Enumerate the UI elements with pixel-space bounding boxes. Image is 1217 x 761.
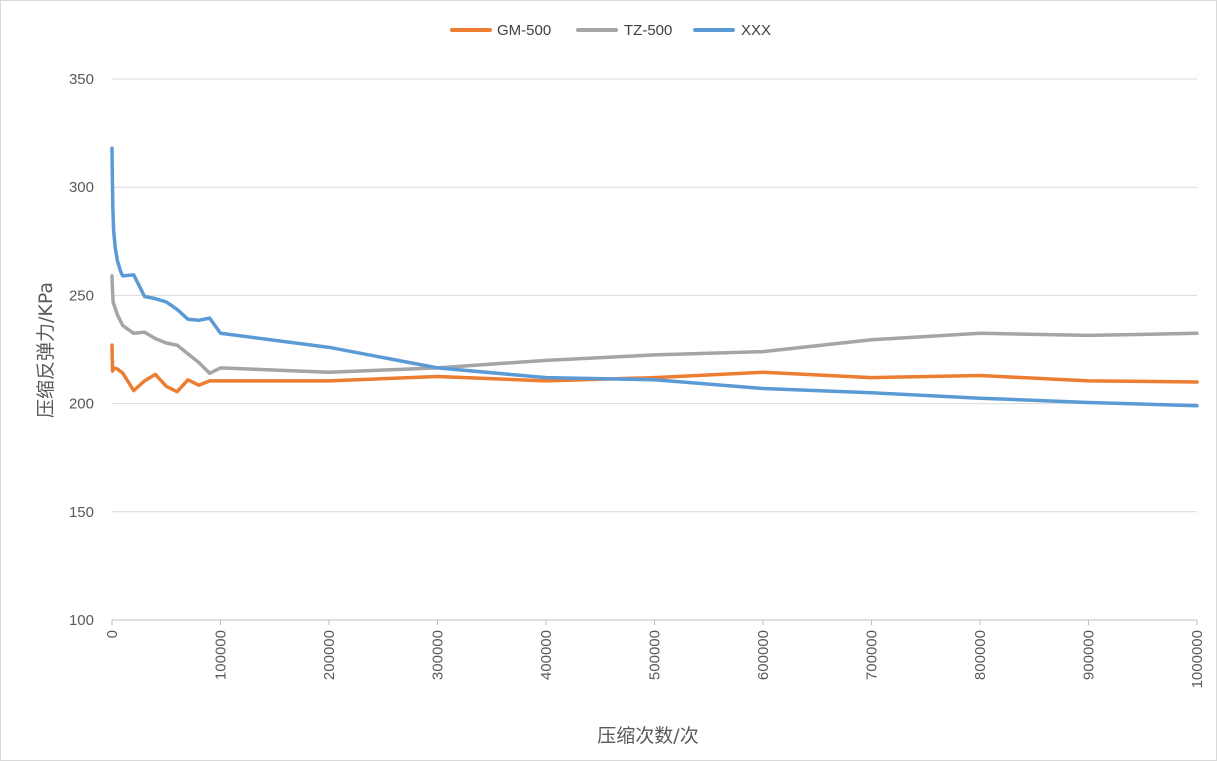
y-tick-label: 300 <box>69 179 94 196</box>
series-lines <box>110 146 1199 408</box>
y-tick-label: 200 <box>69 396 94 413</box>
y-tick-label: 250 <box>69 287 94 304</box>
x-tick-label: 200000 <box>321 630 338 680</box>
x-tick-label: 100000 <box>213 630 230 680</box>
x-axis-title: 压缩次数/次 <box>597 725 698 747</box>
y-tick-label: 100 <box>69 612 94 629</box>
legend-label: GM-500 <box>497 22 551 39</box>
x-tick-label: 800000 <box>972 630 989 680</box>
legend-item-xxx: XXX <box>693 22 771 39</box>
y-axis-title: 压缩反弹力/KPa <box>35 282 57 418</box>
legend: GM-500 TZ-500 XXX <box>450 22 771 39</box>
x-tick-label: 500000 <box>647 630 664 680</box>
legend-item-gm-500: GM-500 <box>450 22 551 39</box>
legend-item-tz-500: TZ-500 <box>576 22 672 39</box>
series-line-gm-500 <box>110 343 1199 394</box>
x-tick-label: 300000 <box>430 630 447 680</box>
legend-label: TZ-500 <box>624 22 672 39</box>
x-tick-label: 1000000 <box>1189 630 1206 688</box>
axes: 100 150 200 250 300 350 0 100000 200000 300000 400… <box>69 71 1206 688</box>
legend-label: XXX <box>741 22 771 39</box>
series-line-tz-500 <box>110 274 1199 376</box>
gridlines <box>112 78 1197 513</box>
x-tick-label: 0 <box>104 630 121 638</box>
x-tick-label: 600000 <box>755 630 772 680</box>
series-line-xxx <box>110 146 1199 408</box>
y-tick-label: 350 <box>69 71 94 88</box>
y-tick-label: 150 <box>69 504 94 521</box>
x-tick-label: 900000 <box>1081 630 1098 680</box>
x-tick-label: 700000 <box>864 630 881 680</box>
x-tick-label: 400000 <box>538 630 555 680</box>
